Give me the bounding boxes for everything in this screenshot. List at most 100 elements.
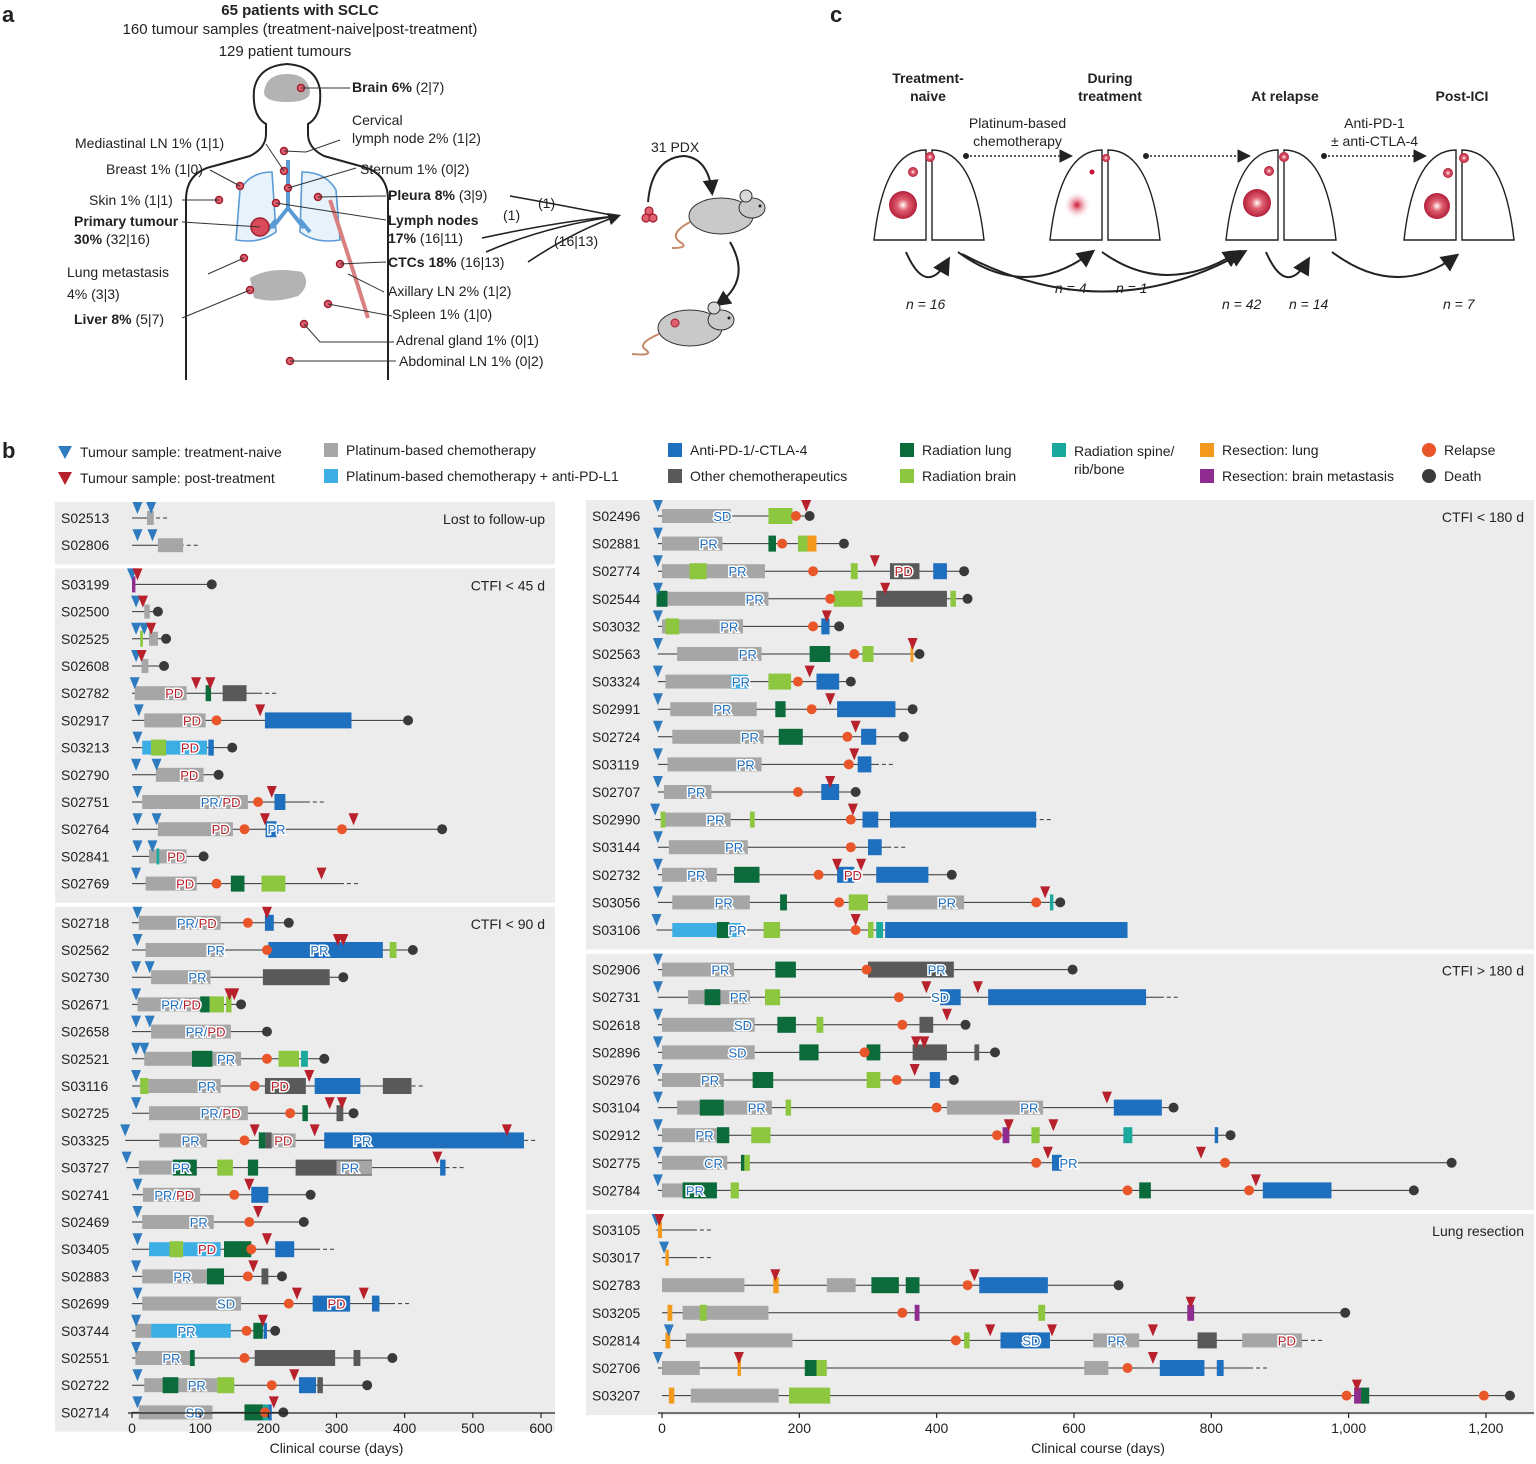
death-dot (261, 1026, 272, 1037)
patient-id: S03032 (592, 618, 640, 634)
tumour-during-small-2 (1102, 154, 1110, 162)
treatment-bar-radlung (775, 701, 786, 718)
response-label: PR (725, 840, 743, 855)
x-tick-label: 0 (658, 1420, 666, 1436)
relapse-dot (285, 1108, 296, 1119)
response-label: PR (713, 702, 731, 717)
relapse-dot (790, 511, 801, 521)
patient-id: S03744 (61, 1323, 109, 1339)
post-sample-marker (969, 1269, 980, 1282)
treatment-bar-pd1 (268, 942, 383, 958)
relapse-dot (897, 1019, 908, 1030)
patient-id: S02551 (61, 1350, 109, 1366)
death-dot (338, 972, 349, 983)
site-label-cervical-2: lymph node 2% (1|2) (352, 130, 481, 146)
treatment-bar-plat (662, 564, 765, 579)
response-label: PR (711, 963, 729, 978)
treatment-bar-radspine (1049, 894, 1054, 911)
response-label: PD (212, 822, 230, 837)
treatment-bar-plat (157, 538, 184, 553)
treatment-bar-pd1 (876, 866, 929, 883)
response-label: PR (739, 647, 757, 662)
tumour-naive-small-2 (925, 152, 935, 162)
patient-id: S02732 (592, 867, 640, 883)
treatment-bar-other (317, 1377, 323, 1394)
treatment-bar-plat (672, 895, 750, 910)
treatment-bar-other (919, 1016, 934, 1033)
treatment-bar-radbrain (850, 563, 858, 580)
x-tick-label: 1,200 (1468, 1420, 1503, 1436)
naive-sample-marker (652, 831, 663, 844)
naive-sample-marker (652, 1352, 663, 1364)
response-label: PR (730, 990, 748, 1005)
response-label: PR (686, 1183, 704, 1198)
pd1-swatch-icon (668, 443, 682, 457)
treatment-bar-radlung (699, 1099, 724, 1116)
post-sample-marker (733, 1352, 744, 1364)
treatment-bar-radbrain (226, 996, 232, 1013)
death-dot (804, 511, 815, 521)
panel-label-c: c (830, 2, 843, 27)
treatment-bar-radbrain (151, 739, 167, 756)
treatment-bar-radbrain (140, 630, 143, 647)
relapse-dot (1341, 1390, 1352, 1401)
legend-item-radlung: Radiation lung (900, 442, 1012, 458)
treatment-bar-radbrain (389, 942, 397, 958)
post-sample-marker (921, 981, 932, 994)
post-sample-marker (261, 1233, 272, 1246)
relapse-dot (239, 824, 250, 835)
pdx-cells-icon (641, 206, 658, 223)
patient-id: S02764 (61, 821, 109, 837)
treatment-bar-plat (336, 1160, 372, 1175)
naive-sample-marker (132, 1233, 143, 1246)
treatment-bar-radlung (804, 1360, 817, 1376)
post-triangle-icon (58, 471, 72, 485)
x-axis-title: Clinical course (days) (270, 1440, 404, 1456)
treatment-bar-pd1 (885, 922, 1128, 938)
response-label: SD (728, 1045, 746, 1060)
naive-sample-marker (652, 748, 663, 761)
response-label: PR (746, 592, 764, 607)
naive-sample-marker (132, 731, 143, 744)
post-sample-marker (919, 1036, 930, 1049)
treatment-bar-radbrain (1031, 1127, 1040, 1144)
response-label: PD (183, 713, 201, 728)
lung-post-ici (1403, 149, 1515, 241)
post-sample-marker (856, 858, 867, 871)
patient-id: S02469 (61, 1214, 109, 1230)
patient-id: S02912 (592, 1127, 640, 1143)
treatment-bar-radlung (258, 1132, 266, 1149)
legend-text-platpdl1: Platinum-based chemotherapy + anti-PD-L1 (346, 468, 619, 484)
treatment-bar-radbrain (768, 508, 793, 524)
treatment-bar-plat (144, 1378, 218, 1393)
tumour-post-small-2 (1459, 153, 1469, 163)
patient-id: S02618 (592, 1017, 640, 1033)
treatment-bar-plat (690, 1388, 779, 1403)
treatment-bar-radlung (716, 922, 730, 938)
x-tick-label: 0 (128, 1420, 136, 1436)
post-sample-marker (825, 693, 836, 706)
treatment-bar-pd1 (275, 1241, 295, 1258)
treatment-bar-plat (145, 943, 225, 957)
naive-sample-marker (652, 555, 663, 568)
death-dot (298, 1217, 309, 1227)
naive-sample-marker (652, 527, 663, 540)
treatment-bar-radbrain (261, 875, 286, 892)
response-label: PR (748, 1101, 766, 1116)
treatment-bar-plat (686, 1333, 793, 1348)
treatment-bar-plat (134, 686, 187, 701)
pdx-diagram (481, 154, 766, 356)
ctc-leader (339, 261, 387, 265)
tumour-during-main (1063, 191, 1091, 219)
site-label-ctc: CTCs 18% (16|13) (388, 254, 505, 270)
patient-id: S02544 (592, 591, 640, 607)
x-tick-label: 400 (393, 1420, 417, 1436)
site-label-lymph-1: Lymph nodes (388, 212, 479, 228)
post-sample-marker (1003, 1119, 1014, 1132)
legend-item-reslung: Resection: lung (1200, 442, 1319, 458)
treatment-bar-plat (662, 962, 735, 977)
treatment-bar-radbrain (665, 618, 680, 635)
post-sample-marker (336, 1097, 347, 1110)
response-label: SD (931, 990, 949, 1005)
legend-text-radspine: Radiation spine/rib/bone (1074, 443, 1175, 477)
